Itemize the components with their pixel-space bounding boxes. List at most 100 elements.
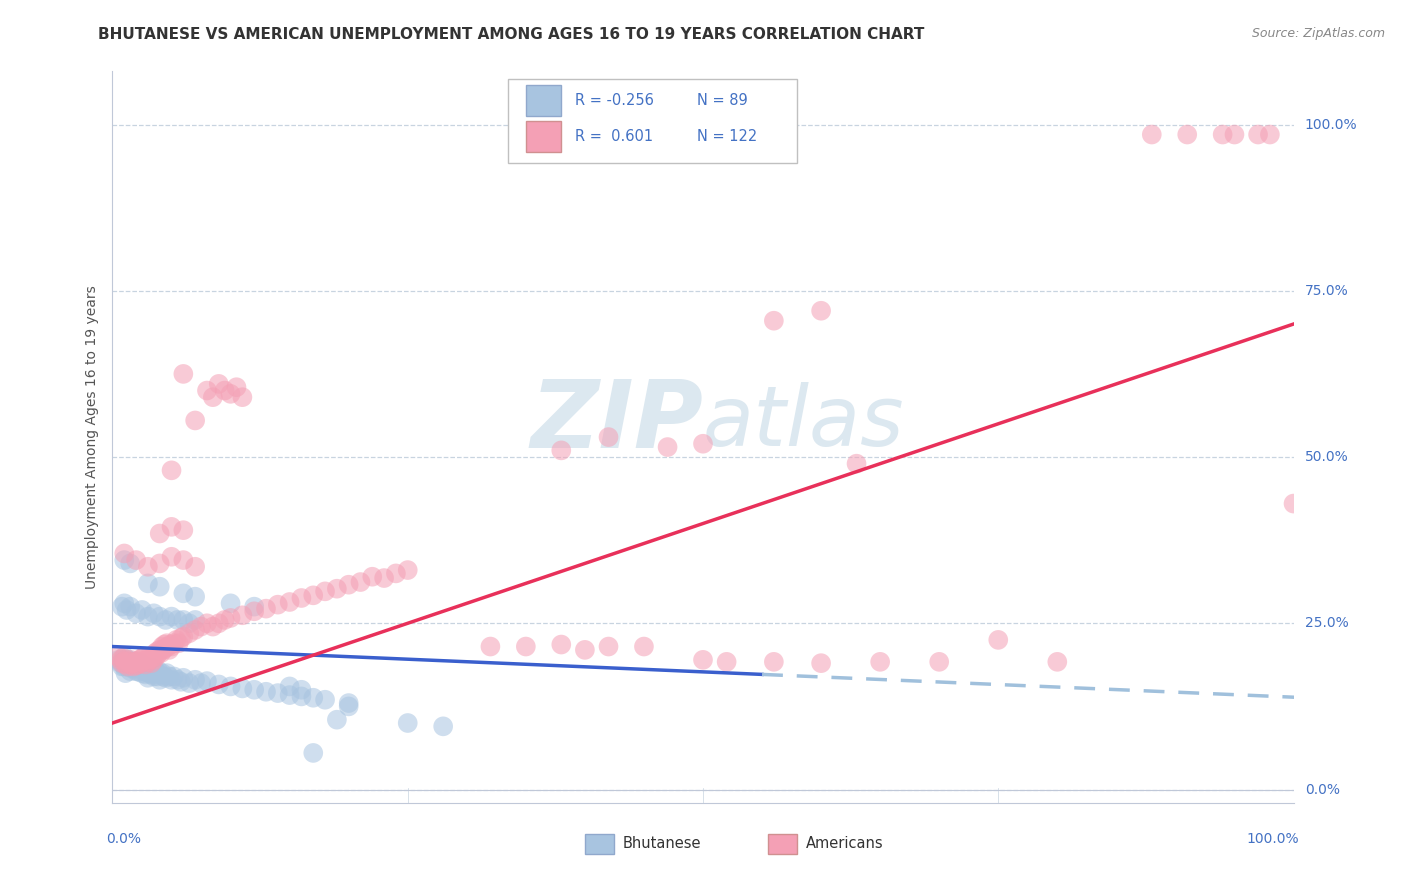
Point (112, 596, 135, 610)
Bar (526, 121, 561, 152)
Point (762, 314, 785, 328)
Point (129, 656, 152, 670)
Point (125, 661, 148, 675)
Point (131, 650, 153, 665)
Point (115, 653, 138, 667)
Point (149, 673, 172, 687)
Point (160, 609, 183, 624)
Point (131, 659, 153, 673)
Point (208, 616, 231, 631)
Point (231, 608, 253, 623)
Point (302, 746, 325, 760)
Point (120, 661, 142, 675)
Point (107, 653, 129, 667)
Point (156, 640, 179, 654)
Point (135, 657, 157, 672)
Point (231, 390, 253, 404)
Point (152, 669, 174, 683)
Point (231, 681, 253, 696)
Point (157, 643, 180, 657)
Point (163, 669, 186, 683)
Text: 75.0%: 75.0% (1305, 284, 1348, 298)
Text: 100.0%: 100.0% (1247, 832, 1299, 846)
Point (149, 646, 172, 660)
Point (396, 716, 419, 731)
Point (142, 661, 165, 675)
Point (845, 457, 868, 471)
Text: Source: ZipAtlas.com: Source: ZipAtlas.com (1251, 27, 1385, 40)
FancyBboxPatch shape (508, 78, 797, 163)
Point (159, 638, 181, 652)
Point (148, 646, 170, 660)
Point (131, 603, 153, 617)
Point (170, 674, 193, 689)
Point (112, 649, 135, 664)
Point (208, 677, 231, 691)
Text: N = 122: N = 122 (697, 129, 758, 144)
Point (114, 666, 136, 681)
Point (125, 553, 148, 567)
Point (195, 384, 218, 398)
Point (214, 384, 236, 398)
Point (1175, 128, 1198, 142)
Point (117, 653, 139, 667)
Point (633, 640, 655, 654)
Point (111, 656, 134, 670)
Point (1282, 497, 1305, 511)
Text: Bhutanese: Bhutanese (623, 837, 702, 851)
Point (172, 553, 194, 567)
Text: Americans: Americans (806, 837, 883, 851)
Point (120, 655, 142, 669)
Point (184, 413, 207, 427)
Text: 100.0%: 100.0% (1305, 118, 1357, 131)
Point (150, 666, 173, 681)
Point (129, 656, 152, 670)
Point (219, 611, 242, 625)
Text: 50.0%: 50.0% (1305, 450, 1348, 464)
Point (1258, 128, 1281, 142)
Point (349, 575, 371, 590)
Point (195, 616, 218, 631)
Point (139, 653, 162, 667)
Point (132, 661, 155, 675)
Point (128, 661, 150, 675)
Point (136, 609, 159, 624)
Point (574, 643, 596, 657)
Point (149, 609, 172, 624)
Point (184, 673, 207, 687)
Text: R = -0.256: R = -0.256 (575, 93, 654, 108)
Bar (768, 833, 797, 854)
Point (124, 657, 146, 672)
Point (479, 640, 502, 654)
Point (184, 590, 207, 604)
Point (361, 570, 384, 584)
Point (302, 588, 325, 602)
Point (120, 599, 142, 614)
Point (385, 566, 408, 581)
Point (254, 601, 277, 615)
Point (337, 696, 360, 710)
Point (243, 604, 266, 618)
Point (118, 657, 141, 672)
Point (149, 526, 172, 541)
Point (145, 649, 167, 664)
Point (149, 667, 172, 681)
Point (810, 303, 832, 318)
Point (219, 680, 242, 694)
Point (692, 653, 714, 667)
Point (267, 598, 290, 612)
Point (121, 658, 143, 673)
Point (219, 596, 242, 610)
Point (869, 655, 891, 669)
Point (172, 671, 194, 685)
Point (127, 657, 149, 672)
Point (987, 632, 1010, 647)
Point (278, 688, 301, 702)
Point (136, 655, 159, 669)
Point (1223, 128, 1246, 142)
Point (810, 656, 832, 670)
Point (112, 653, 135, 667)
Point (155, 671, 177, 685)
Point (135, 653, 157, 667)
Point (142, 650, 165, 665)
